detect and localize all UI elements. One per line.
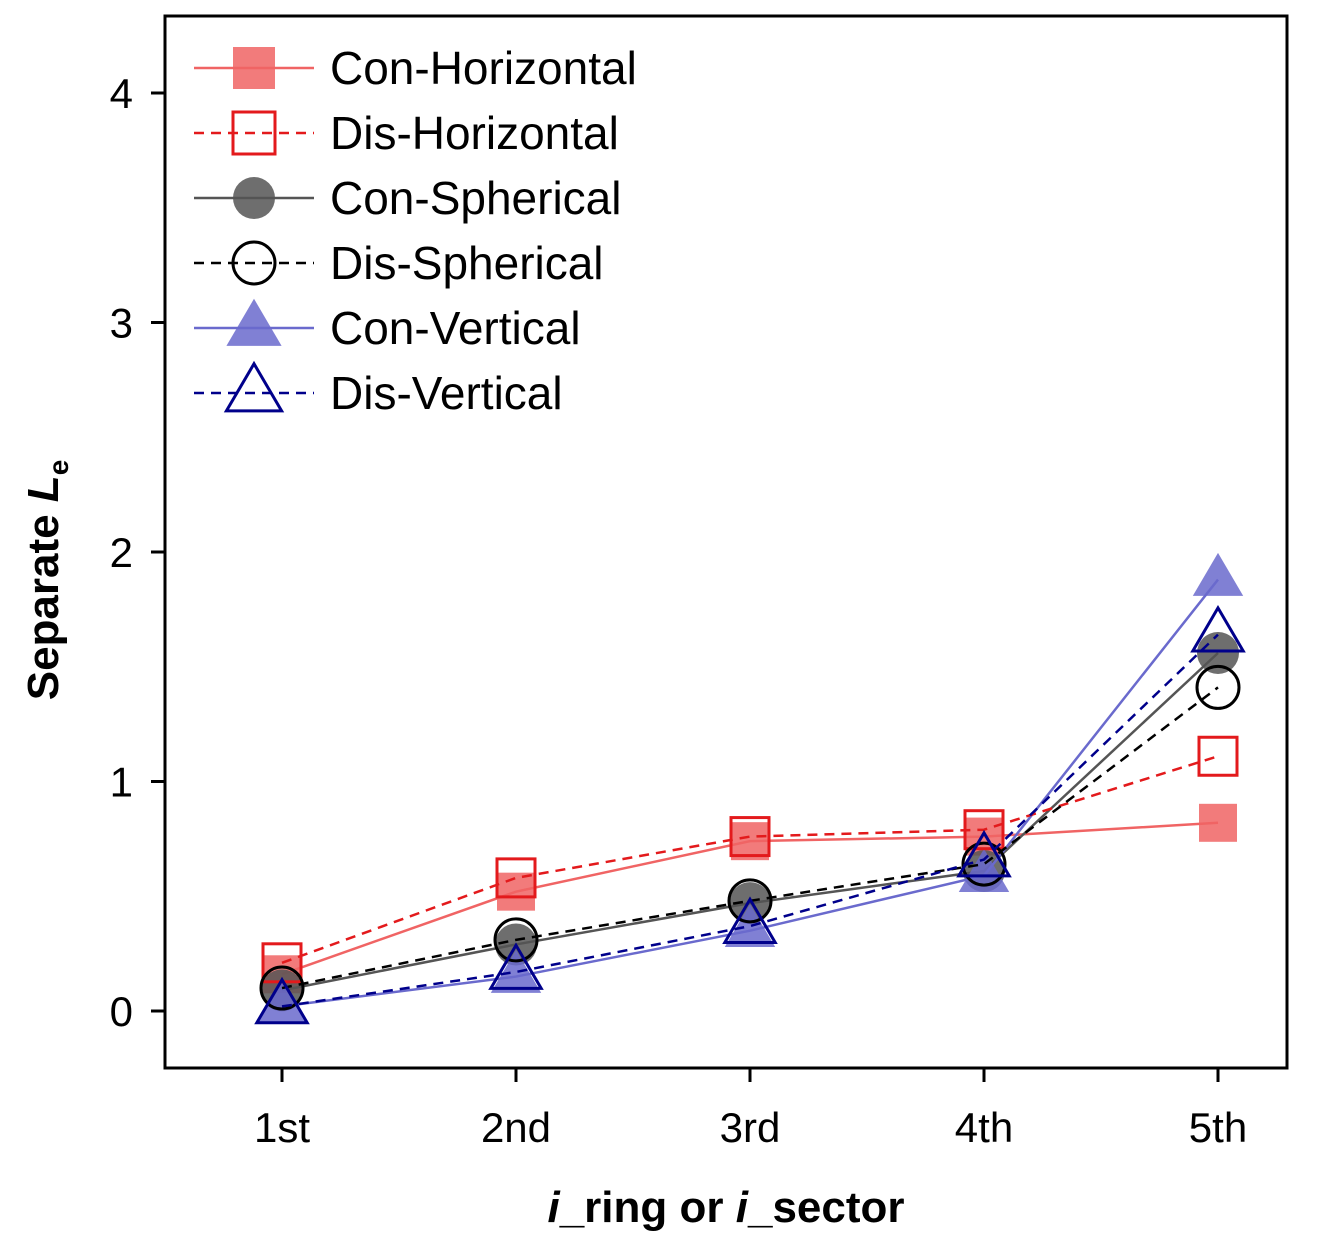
y-axis: 0 1 2 3 4: [110, 70, 165, 1035]
point-con-spherical-5th: [1197, 631, 1239, 674]
legend: Con-Horizontal Dis-Horizontal Con-Spherica…: [194, 42, 637, 419]
y-axis-title-subscript: e: [43, 460, 74, 476]
x-tick-label-2nd: 2nd: [481, 1104, 551, 1151]
series-dis-vertical: [254, 604, 1246, 1025]
legend-marker-con-spherical: [233, 177, 275, 219]
legend-item-con-spherical: Con-Spherical: [194, 172, 621, 224]
point-dis-vertical-5th: [1190, 604, 1246, 653]
legend-label-con-vertical: Con-Vertical: [330, 302, 581, 354]
x-axis-title-italic-2: i: [736, 1183, 749, 1232]
point-dis-spherical-2nd: [493, 917, 539, 963]
plot-frame: [163, 14, 1289, 1070]
point-con-vertical-3rd: [724, 903, 776, 948]
point-dis-spherical-1st: [259, 965, 305, 1011]
y-tick-label-1: 1: [110, 759, 133, 806]
legend-label-dis-spherical: Dis-Spherical: [330, 237, 604, 289]
point-dis-spherical-3rd: [727, 878, 773, 924]
point-dis-horizontal-4th: [963, 809, 1005, 851]
legend-label-dis-vertical: Dis-Vertical: [330, 367, 563, 419]
legend-label-dis-horizontal: Dis-Horizontal: [330, 107, 619, 159]
legend-marker-dis-vertical: [223, 360, 285, 413]
point-con-spherical-3rd: [729, 882, 771, 925]
x-tick-label-5th: 5th: [1189, 1104, 1247, 1151]
series-line-dis-vertical: [281, 633, 1219, 1008]
point-con-horizontal-3rd: [731, 822, 769, 861]
point-con-vertical-2nd: [490, 949, 542, 993]
y-axis-title-prefix: Separate: [19, 502, 68, 700]
point-dis-spherical-4th: [961, 841, 1007, 887]
point-dis-spherical-5th: [1195, 664, 1241, 710]
x-tick-label-1st: 1st: [254, 1104, 310, 1151]
x-axis-title: i_ring or i_sector: [547, 1183, 904, 1232]
x-tick-label-4th: 4th: [955, 1104, 1013, 1151]
legend-marker-con-vertical: [226, 298, 282, 346]
y-axis-title-symbol: L: [19, 475, 68, 502]
legend-label-con-spherical: Con-Spherical: [330, 172, 621, 224]
point-dis-vertical-3rd: [722, 896, 778, 944]
y-tick-label-3: 3: [110, 300, 133, 347]
series-con-vertical: [256, 552, 1244, 1023]
y-tick-label-4: 4: [110, 70, 133, 117]
legend-marker-dis-spherical: [231, 240, 277, 286]
legend-item-con-vertical: Con-Vertical: [194, 298, 581, 354]
legend-marker-dis-horizontal: [231, 110, 277, 156]
legend-item-dis-vertical: Dis-Vertical: [194, 360, 563, 419]
legend-item-dis-horizontal: Dis-Horizontal: [194, 107, 619, 159]
point-dis-horizontal-2nd: [495, 857, 537, 899]
x-axis-title-italic-1: i: [547, 1183, 560, 1232]
y-axis-title: Separate Le: [19, 460, 74, 701]
y-tick-label-2: 2: [110, 529, 133, 576]
legend-item-con-horizontal: Con-Horizontal: [194, 42, 637, 94]
point-con-horizontal-5th: [1199, 803, 1237, 842]
point-con-vertical-1st: [256, 979, 308, 1023]
y-tick-label-0: 0: [110, 988, 133, 1035]
point-con-vertical-5th: [1192, 552, 1244, 596]
series-con-spherical: [261, 631, 1239, 1012]
point-con-horizontal-2nd: [497, 872, 535, 911]
x-tick-label-3rd: 3rd: [720, 1104, 781, 1151]
point-dis-vertical-1st: [254, 976, 310, 1025]
x-axis-title-part-1: _ring or: [559, 1183, 736, 1232]
series-line-dis-horizontal: [281, 755, 1219, 964]
series-layer: [254, 552, 1246, 1025]
x-axis: 1st 2nd 3rd 4th 5th: [254, 1068, 1247, 1151]
x-axis-title-part-2: _sector: [747, 1183, 905, 1232]
point-dis-horizontal-3rd: [729, 816, 771, 858]
point-dis-horizontal-5th: [1197, 735, 1239, 777]
point-dis-vertical-2nd: [488, 942, 544, 990]
series-dis-horizontal: [261, 735, 1239, 984]
legend-marker-con-horizontal: [233, 47, 275, 89]
legend-label-con-horizontal: Con-Horizontal: [330, 42, 637, 94]
legend-item-dis-spherical: Dis-Spherical: [194, 237, 604, 289]
point-dis-vertical-4th: [956, 829, 1012, 878]
